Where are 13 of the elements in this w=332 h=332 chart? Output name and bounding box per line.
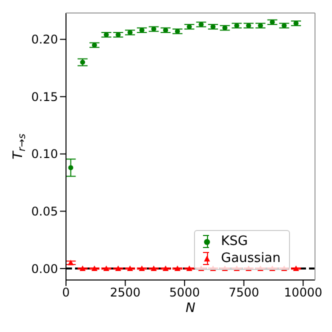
y-tick-label: 0.20: [31, 32, 58, 47]
y-tick-label: 0.00: [31, 262, 58, 276]
x-tick-label: 7500: [228, 286, 260, 300]
x-tick-label: 2500: [110, 286, 141, 300]
x-axis-title: N: [186, 301, 196, 316]
legend-label: KSG: [221, 234, 248, 249]
y-tick-label: 0.15: [31, 90, 58, 104]
y-tick-label: 0.10: [31, 147, 58, 162]
legend-label: Gaussian: [221, 251, 281, 266]
y-tick-label: 0.05: [31, 204, 58, 219]
x-tick-label: 0: [62, 286, 70, 300]
x-tick-label: 10000: [284, 286, 322, 300]
x-tick-label: 5000: [169, 286, 200, 300]
